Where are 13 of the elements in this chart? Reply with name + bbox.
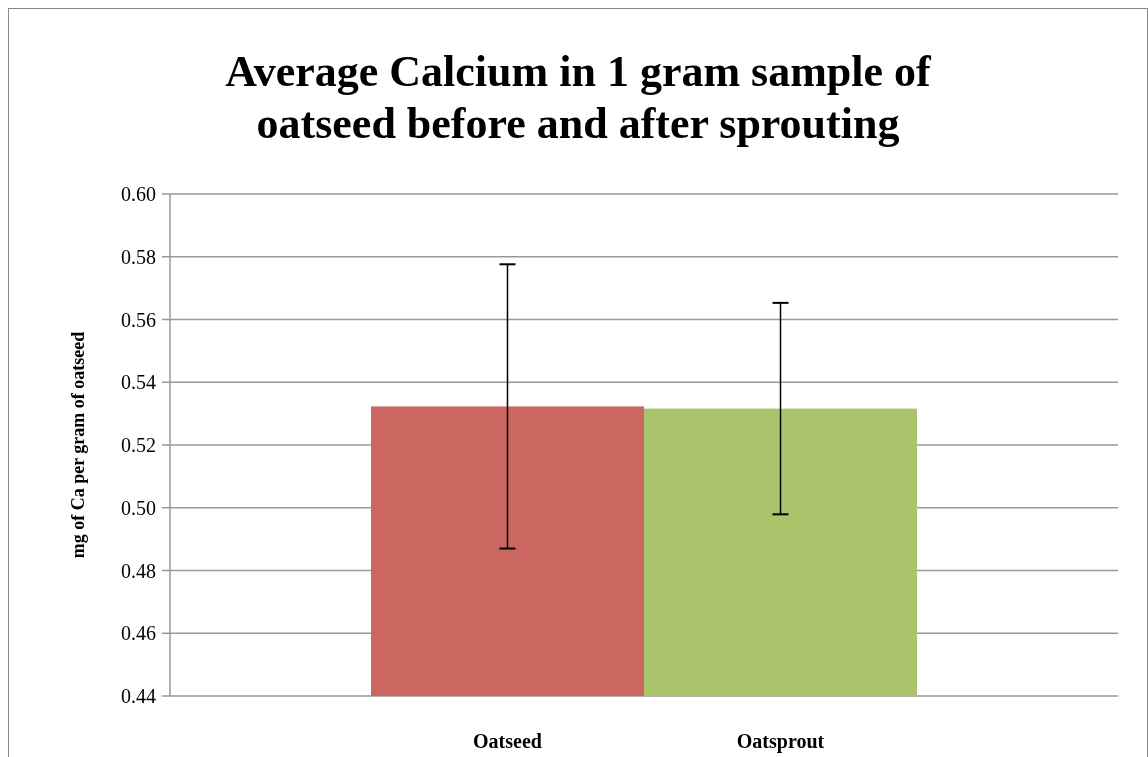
x-tick-label: Oatsprout	[736, 730, 825, 753]
y-tick-label: 0.46	[121, 622, 156, 645]
y-tick-label: 0.54	[121, 371, 156, 394]
y-tick-label: 0.56	[121, 308, 156, 331]
y-axis-title: mg of Ca per gram of oatseed	[68, 331, 88, 559]
y-tick-label: 0.58	[121, 245, 156, 268]
y-tick-label: 0.52	[121, 434, 156, 456]
x-tick-label: Oatseed	[473, 730, 542, 752]
y-tick-label: 0.44	[121, 685, 156, 707]
y-tick-label: 0.48	[121, 559, 156, 582]
y-tick-label: 0.60	[121, 183, 156, 205]
chart-title: Average Calcium in 1 gram sample of oatseed before and after sprouting	[225, 47, 933, 148]
y-tick-label: 0.50	[121, 496, 156, 519]
